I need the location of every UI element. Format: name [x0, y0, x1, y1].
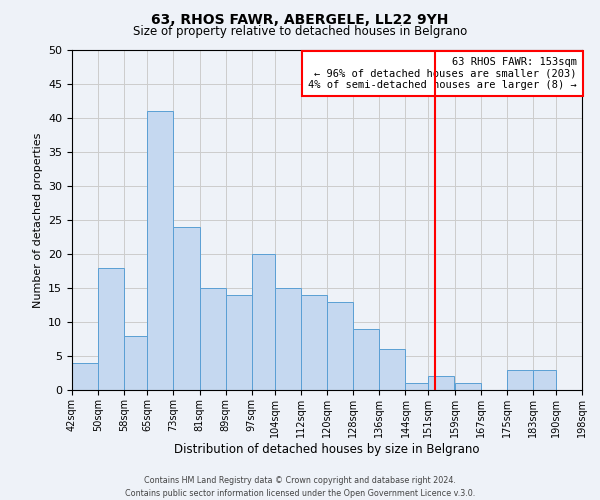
Bar [147, 111, 173, 390]
Bar [72, 363, 98, 390]
Bar [507, 370, 533, 390]
Bar [200, 288, 226, 390]
Y-axis label: Number of detached properties: Number of detached properties [32, 132, 43, 308]
Bar [455, 383, 481, 390]
Bar [327, 302, 353, 390]
Text: 63 RHOS FAWR: 153sqm
← 96% of detached houses are smaller (203)
4% of semi-detac: 63 RHOS FAWR: 153sqm ← 96% of detached h… [308, 57, 577, 90]
Bar [353, 329, 379, 390]
Bar [301, 295, 327, 390]
Bar [226, 295, 252, 390]
Bar [379, 349, 406, 390]
Bar [533, 370, 556, 390]
X-axis label: Distribution of detached houses by size in Belgrano: Distribution of detached houses by size … [174, 442, 480, 456]
Bar [428, 376, 455, 390]
Bar [406, 383, 428, 390]
Bar [252, 254, 275, 390]
Text: Size of property relative to detached houses in Belgrano: Size of property relative to detached ho… [133, 25, 467, 38]
Text: Contains HM Land Registry data © Crown copyright and database right 2024.
Contai: Contains HM Land Registry data © Crown c… [125, 476, 475, 498]
Bar [275, 288, 301, 390]
Bar [124, 336, 147, 390]
Bar [173, 227, 200, 390]
Text: 63, RHOS FAWR, ABERGELE, LL22 9YH: 63, RHOS FAWR, ABERGELE, LL22 9YH [151, 12, 449, 26]
Bar [98, 268, 124, 390]
